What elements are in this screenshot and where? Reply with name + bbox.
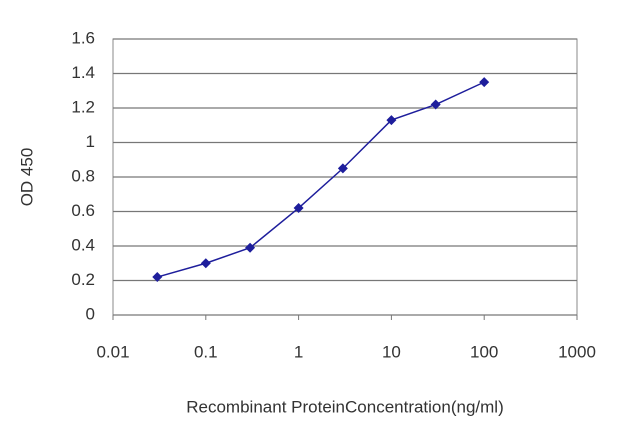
y-tick-label: 0: [86, 304, 95, 323]
data-point: [245, 242, 256, 253]
y-tick-label: 1: [86, 132, 95, 151]
x-tick-label: 1: [294, 342, 303, 361]
y-tick-label: 1.4: [71, 63, 95, 82]
data-point: [479, 77, 490, 88]
y-tick-label: 0.4: [71, 235, 95, 254]
y-tick-label: 1.2: [71, 97, 95, 116]
y-tick-label: 0.8: [71, 166, 95, 185]
x-axis-title: Recombinant ProteinConcentration(ng/ml): [186, 397, 504, 416]
y-tick-label: 1.6: [71, 28, 95, 47]
data-point: [386, 115, 397, 126]
x-tick-label: 1000: [558, 342, 596, 361]
data-point: [430, 99, 441, 110]
data-point: [337, 163, 348, 174]
data-point: [200, 258, 211, 269]
y-axis-title: OD 450: [17, 148, 36, 207]
x-tick-label: 10: [382, 342, 401, 361]
y-tick-label: 0.6: [71, 201, 95, 220]
data-line: [157, 81, 485, 278]
x-tick-label: 0.1: [194, 342, 218, 361]
data-point: [293, 203, 304, 214]
x-tick-label: 100: [470, 342, 498, 361]
data-point: [152, 272, 163, 283]
y-tick-label: 0.2: [71, 270, 95, 289]
x-tick-label: 0.01: [96, 342, 129, 361]
